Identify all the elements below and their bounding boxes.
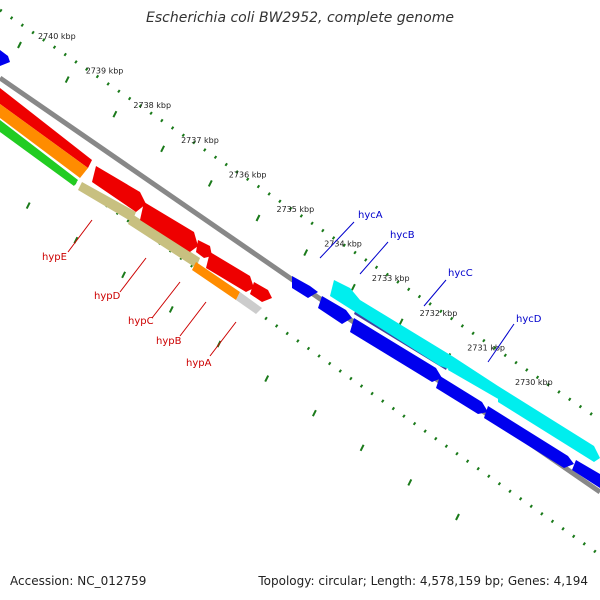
cds-feature[interactable] [206, 252, 254, 292]
scale-label: 2740 kbp [38, 32, 76, 41]
major-tick [264, 375, 270, 383]
label-leader [487, 323, 515, 363]
scale-label: 2731 kbp [467, 343, 505, 352]
major-tick [112, 110, 118, 118]
cds-feature[interactable] [0, 120, 78, 186]
major-tick [25, 202, 31, 210]
cds-feature[interactable] [92, 166, 146, 212]
scale-label: 2734 kbp [324, 240, 362, 249]
map-title: Escherichia coli BW2952, complete genome [146, 10, 454, 26]
label-leader [209, 321, 237, 357]
scale-label: 2739 kbp [86, 67, 124, 76]
major-tick [312, 409, 317, 417]
gene-feature[interactable] [448, 356, 500, 400]
major-tick [168, 305, 174, 313]
scale-label: 2736 kbp [229, 170, 267, 179]
genome-summary: Topology: circular; Length: 4,578,159 bp… [258, 574, 588, 588]
major-tick [207, 179, 213, 187]
cds-feature[interactable] [318, 296, 352, 324]
major-tick [121, 271, 126, 279]
gene-feature[interactable] [330, 280, 452, 370]
gene-label-hypa[interactable]: hypA [186, 358, 212, 369]
cds-feature[interactable] [350, 318, 442, 382]
scale-label: 2735 kbp [277, 205, 315, 214]
gene-label-hypd[interactable]: hypD [94, 291, 121, 302]
label-leader [179, 301, 207, 337]
scale-label: 2738 kbp [133, 101, 171, 110]
major-tick [359, 444, 365, 452]
accession-text: Accession: NC_012759 [10, 574, 147, 588]
gene-feature[interactable] [192, 262, 240, 300]
scale-labels: 2740 kbp 2739 kbp 2738 kbp 2737 kbp 2736 kbp… [38, 32, 553, 387]
label-leader [359, 241, 389, 275]
gene-label-hycd[interactable]: hycD [516, 314, 542, 325]
major-tick [17, 41, 22, 49]
scale-label: 2737 kbp [181, 136, 219, 145]
gene-feature[interactable] [78, 182, 136, 222]
scale-label: 2733 kbp [372, 274, 410, 283]
cds-feature[interactable] [292, 276, 318, 298]
forward-gene-labels: hycA hycB hycC hycD [319, 210, 542, 363]
gene-label-hypc[interactable]: hypC [128, 316, 154, 327]
reverse-gene-labels: hypE hypD hypC hypB hypA [42, 219, 237, 369]
gene-feature[interactable] [236, 292, 262, 314]
major-tick [303, 249, 309, 257]
gene-label-hype[interactable]: hypE [42, 252, 67, 263]
cds-feature[interactable] [140, 202, 198, 252]
cds-feature[interactable] [572, 460, 600, 488]
cds-feature[interactable] [0, 104, 88, 178]
cds-feature[interactable] [0, 88, 92, 168]
label-leader [151, 281, 181, 319]
major-tick [160, 145, 165, 153]
gene-feature[interactable] [128, 214, 200, 268]
label-leader [119, 257, 147, 293]
major-tick [398, 318, 404, 326]
cds-feature[interactable] [484, 406, 574, 468]
gene-label-hyca[interactable]: hycA [358, 210, 383, 221]
major-tick [407, 478, 413, 486]
cds-feature[interactable] [436, 376, 488, 414]
cds-feature[interactable] [0, 50, 10, 66]
label-leader [423, 279, 447, 307]
label-leader [67, 219, 93, 253]
tick-rail-lower [0, 128, 600, 557]
gene-label-hypb[interactable]: hypB [156, 336, 182, 347]
cds-feature[interactable] [250, 282, 272, 302]
major-tick [255, 214, 261, 222]
label-leader [319, 221, 355, 259]
scale-label: 2730 kbp [515, 378, 553, 387]
gene-feature[interactable] [498, 386, 600, 462]
major-tick [455, 513, 460, 521]
major-tick [64, 76, 70, 84]
gene-label-hycb[interactable]: hycB [390, 230, 415, 241]
major-tick [351, 283, 356, 291]
cds-feature[interactable] [196, 240, 212, 258]
gene-label-hycc[interactable]: hycC [448, 268, 473, 279]
scale-label: 2732 kbp [420, 309, 458, 318]
